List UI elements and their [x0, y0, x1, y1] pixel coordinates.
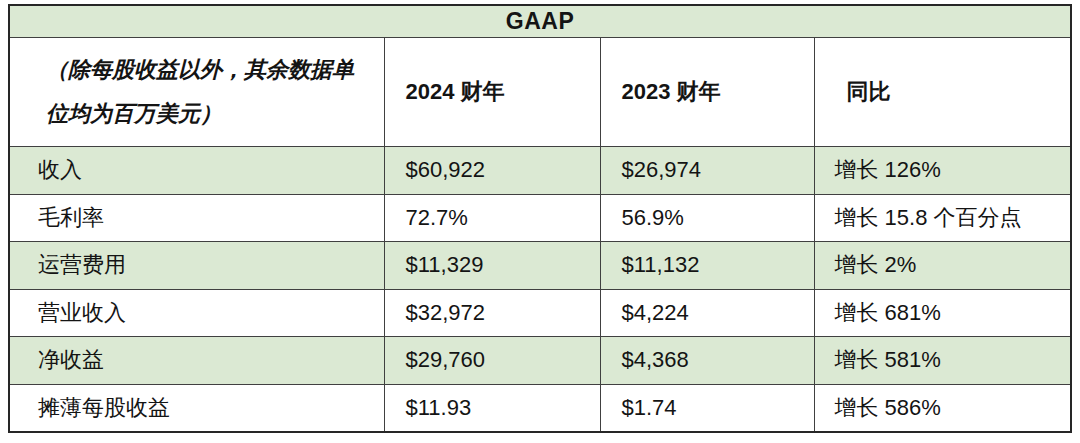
cell-fy2023: 56.9%: [600, 194, 814, 242]
col-header-yoy: 同比: [814, 38, 1071, 147]
cell-fy2023: $26,974: [600, 147, 814, 195]
col-header-fy2023: 2023 财年: [600, 38, 814, 147]
row-label: 摊薄每股收益: [9, 384, 384, 432]
row-operating-expenses: 运营费用 $11,329 $11,132 增长 2%: [9, 242, 1071, 290]
cell-yoy: 增长 15.8 个百分点: [814, 194, 1071, 242]
cell-yoy: 增长 681%: [814, 289, 1071, 337]
row-label: 毛利率: [9, 194, 384, 242]
col-header-fy2024: 2024 财年: [384, 38, 600, 147]
row-operating-income: 营业收入 $32,972 $4,224 增长 681%: [9, 289, 1071, 337]
unit-note: （除每股收益以外，其余数据单位均为百万美元）: [9, 38, 384, 147]
gaap-financials-table: GAAP （除每股收益以外，其余数据单位均为百万美元） 2024 财年 2023…: [8, 4, 1072, 433]
cell-fy2023: $1.74: [600, 384, 814, 432]
cell-fy2023: $11,132: [600, 242, 814, 290]
cell-fy2024: $29,760: [384, 337, 600, 385]
cell-yoy: 增长 2%: [814, 242, 1071, 290]
table-header-row: （除每股收益以外，其余数据单位均为百万美元） 2024 财年 2023 财年 同…: [9, 38, 1071, 147]
cell-fy2024: 72.7%: [384, 194, 600, 242]
cell-yoy: 增长 586%: [814, 384, 1071, 432]
row-label: 净收益: [9, 337, 384, 385]
table-title-row: GAAP: [9, 5, 1071, 38]
cell-fy2024: $11,329: [384, 242, 600, 290]
cell-yoy: 增长 126%: [814, 147, 1071, 195]
table-title: GAAP: [9, 5, 1071, 38]
cell-fy2024: $11.93: [384, 384, 600, 432]
cell-fy2023: $4,368: [600, 337, 814, 385]
row-label: 营业收入: [9, 289, 384, 337]
cell-yoy: 增长 581%: [814, 337, 1071, 385]
row-revenue: 收入 $60,922 $26,974 增长 126%: [9, 147, 1071, 195]
row-label: 运营费用: [9, 242, 384, 290]
row-label: 收入: [9, 147, 384, 195]
row-gross-margin: 毛利率 72.7% 56.9% 增长 15.8 个百分点: [9, 194, 1071, 242]
row-net-income: 净收益 $29,760 $4,368 增长 581%: [9, 337, 1071, 385]
cell-fy2023: $4,224: [600, 289, 814, 337]
row-diluted-eps: 摊薄每股收益 $11.93 $1.74 增长 586%: [9, 384, 1071, 432]
page: GAAP （除每股收益以外，其余数据单位均为百万美元） 2024 财年 2023…: [0, 0, 1080, 433]
cell-fy2024: $32,972: [384, 289, 600, 337]
cell-fy2024: $60,922: [384, 147, 600, 195]
